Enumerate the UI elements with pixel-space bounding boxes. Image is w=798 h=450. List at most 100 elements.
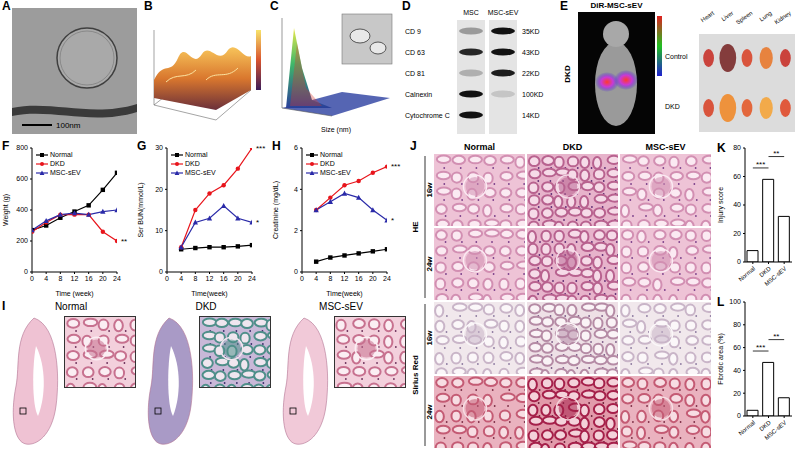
svg-text:0: 0 — [24, 268, 28, 275]
svg-text:4: 4 — [314, 275, 318, 282]
svg-text:Heart: Heart — [700, 10, 716, 24]
svg-text:Weight (g): Weight (g) — [2, 194, 10, 226]
svg-text:Time (week): Time (week) — [55, 290, 93, 298]
svg-text:22KD: 22KD — [522, 70, 540, 77]
svg-text:0: 0 — [737, 258, 741, 265]
svg-text:16: 16 — [355, 275, 363, 282]
svg-text:0: 0 — [300, 275, 304, 282]
svg-text:16: 16 — [220, 275, 228, 282]
svg-text:100nm: 100nm — [56, 121, 81, 130]
svg-text:Kidney: Kidney — [773, 10, 791, 25]
svg-text:Cytochrome C: Cytochrome C — [405, 112, 450, 120]
svg-text:Injury score: Injury score — [717, 187, 725, 223]
html-text:G: G — [137, 139, 147, 153]
svg-text:Normal: Normal — [738, 419, 757, 436]
svg-text:CD 63: CD 63 — [405, 49, 425, 56]
svg-text:**: ** — [773, 332, 779, 341]
svg-text:60: 60 — [733, 344, 741, 351]
svg-text:400: 400 — [16, 206, 28, 213]
svg-text:Time(week): Time(week) — [191, 290, 227, 298]
svg-text:***: *** — [756, 160, 765, 169]
svg-text:Time(week): Time(week) — [326, 290, 362, 298]
svg-text:24: 24 — [248, 275, 256, 282]
svg-text:**: ** — [773, 149, 779, 158]
svg-text:8: 8 — [58, 275, 62, 282]
html-text:MSC-sEV: MSC-sEV — [319, 301, 363, 312]
svg-text:Lung: Lung — [758, 10, 772, 23]
svg-text:20: 20 — [369, 275, 377, 282]
svg-text:100: 100 — [729, 298, 741, 305]
svg-text:Spleen: Spleen — [735, 10, 754, 26]
html-text:DKD: DKD — [195, 301, 217, 312]
svg-text:DKD: DKD — [563, 65, 572, 83]
svg-text:12: 12 — [71, 275, 79, 282]
svg-text:Ser BUN(mmol/L): Ser BUN(mmol/L) — [137, 182, 145, 237]
svg-text:DKD: DKD — [758, 419, 772, 433]
svg-text:CD 9: CD 9 — [405, 28, 421, 35]
svg-text:4: 4 — [44, 275, 48, 282]
svg-text:***: *** — [756, 343, 765, 352]
svg-text:**: ** — [121, 237, 127, 246]
svg-text:8: 8 — [193, 275, 197, 282]
svg-text:10: 10 — [155, 227, 163, 234]
svg-text:16w: 16w — [425, 330, 434, 346]
svg-text:MSC: MSC — [463, 9, 479, 16]
svg-text:14KD: 14KD — [522, 112, 540, 119]
svg-text:Liver: Liver — [720, 10, 734, 22]
html-text:Normal: Normal — [54, 301, 88, 312]
svg-text:***: *** — [391, 162, 400, 171]
svg-text:*: * — [391, 216, 394, 225]
svg-text:CD 81: CD 81 — [405, 70, 425, 77]
svg-text:0: 0 — [159, 268, 163, 275]
svg-text:MSC-sEV: MSC-sEV — [764, 265, 788, 287]
svg-text:Normal: Normal — [738, 265, 757, 282]
svg-text:8: 8 — [328, 275, 332, 282]
svg-text:60: 60 — [733, 173, 741, 180]
svg-text:Sirius Red: Sirius Red — [411, 355, 420, 395]
svg-text:12: 12 — [206, 275, 214, 282]
svg-text:80: 80 — [733, 144, 741, 151]
svg-text:0: 0 — [737, 412, 741, 419]
svg-text:0: 0 — [294, 268, 298, 275]
svg-text:600: 600 — [16, 175, 28, 182]
svg-text:4: 4 — [179, 275, 183, 282]
svg-text:HE: HE — [411, 221, 420, 233]
svg-text:*: * — [256, 218, 259, 227]
svg-text:DKD: DKD — [665, 103, 680, 110]
svg-text:2: 2 — [294, 227, 298, 234]
svg-text:20: 20 — [733, 230, 741, 237]
svg-text:MSC-sEV: MSC-sEV — [488, 9, 519, 16]
svg-text:20: 20 — [99, 275, 107, 282]
svg-text:100KD: 100KD — [522, 91, 543, 98]
svg-text:30: 30 — [155, 144, 163, 151]
svg-text:12: 12 — [341, 275, 349, 282]
svg-text:20: 20 — [234, 275, 242, 282]
svg-text:80: 80 — [733, 321, 741, 328]
svg-text:24: 24 — [113, 275, 121, 282]
svg-text:***: *** — [256, 144, 265, 153]
svg-text:Control: Control — [665, 53, 688, 60]
svg-text:0: 0 — [165, 275, 169, 282]
svg-text:0: 0 — [30, 275, 34, 282]
svg-text:Fibrotic area (%): Fibrotic area (%) — [717, 333, 725, 385]
svg-text:35KD: 35KD — [522, 28, 540, 35]
svg-text:40: 40 — [733, 367, 741, 374]
svg-text:Size (nm): Size (nm) — [321, 126, 351, 134]
svg-text:4: 4 — [294, 186, 298, 193]
svg-text:Calnexin: Calnexin — [405, 91, 432, 98]
svg-text:24w: 24w — [425, 256, 434, 272]
svg-text:6: 6 — [294, 144, 298, 151]
svg-text:800: 800 — [16, 144, 28, 151]
svg-text:DKD: DKD — [758, 265, 772, 279]
svg-text:16w: 16w — [425, 182, 434, 198]
svg-text:24: 24 — [383, 275, 391, 282]
svg-text:20: 20 — [733, 390, 741, 397]
svg-text:MSC-sEV: MSC-sEV — [764, 419, 788, 441]
svg-text:16: 16 — [85, 275, 93, 282]
svg-text:40: 40 — [733, 201, 741, 208]
svg-text:20: 20 — [155, 186, 163, 193]
svg-text:24w: 24w — [425, 404, 434, 420]
svg-text:200: 200 — [16, 237, 28, 244]
svg-text:43KD: 43KD — [522, 49, 540, 56]
svg-text:Creatinine (mg/dL): Creatinine (mg/dL) — [272, 181, 280, 239]
